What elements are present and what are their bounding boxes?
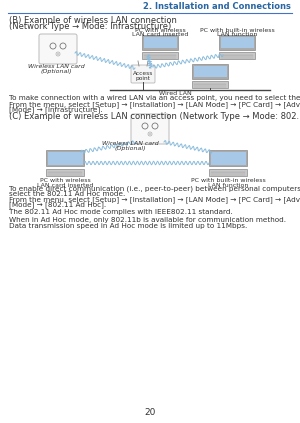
- Text: (C) Example of wireless LAN connection (Network Type → Mode: 802.11 Ad Hoc): (C) Example of wireless LAN connection (…: [9, 112, 300, 121]
- Circle shape: [57, 53, 59, 55]
- Text: Access: Access: [133, 71, 153, 75]
- Text: 20: 20: [144, 408, 156, 417]
- FancyBboxPatch shape: [211, 151, 245, 165]
- FancyBboxPatch shape: [219, 35, 255, 50]
- Text: PC with built-in wireless: PC with built-in wireless: [190, 178, 266, 183]
- Text: Wireless LAN card: Wireless LAN card: [28, 64, 84, 69]
- Text: From the menu, select [Setup] → [Installation] → [LAN Mode] → [PC Card] → [Advan: From the menu, select [Setup] → [Install…: [9, 101, 300, 108]
- Text: From the menu, select [Setup] → [Installation] → [LAN Mode] → [PC Card] → [Advan: From the menu, select [Setup] → [Install…: [9, 196, 300, 203]
- Text: LAN function: LAN function: [217, 32, 257, 37]
- FancyBboxPatch shape: [209, 150, 247, 166]
- Text: 2. Installation and Connections: 2. Installation and Connections: [143, 2, 291, 11]
- Text: PC with built-in wireless: PC with built-in wireless: [200, 28, 274, 33]
- Text: [Mode] → [802.11 Ad Hoc].: [Mode] → [802.11 Ad Hoc].: [9, 201, 106, 208]
- Text: (Network Type → Mode: Infrastructure): (Network Type → Mode: Infrastructure): [9, 22, 171, 31]
- Text: LAN function: LAN function: [208, 183, 248, 188]
- FancyBboxPatch shape: [143, 36, 176, 48]
- Text: LAN card inserted: LAN card inserted: [37, 183, 93, 188]
- FancyBboxPatch shape: [192, 81, 228, 88]
- Text: PC with wireless: PC with wireless: [135, 28, 185, 33]
- Text: When in Ad Hoc mode, only 802.11b is available for communication method.: When in Ad Hoc mode, only 802.11b is ava…: [9, 217, 286, 223]
- FancyBboxPatch shape: [194, 66, 226, 77]
- FancyBboxPatch shape: [39, 34, 77, 64]
- FancyBboxPatch shape: [209, 169, 247, 176]
- Text: (Optional): (Optional): [40, 69, 72, 74]
- Text: To enable direct communication (i.e., peer-to-peer) between personal computers a: To enable direct communication (i.e., pe…: [9, 185, 300, 192]
- Text: Wired LAN: Wired LAN: [159, 91, 191, 96]
- Text: point: point: [136, 75, 150, 80]
- FancyBboxPatch shape: [46, 150, 84, 166]
- FancyBboxPatch shape: [131, 65, 155, 83]
- FancyBboxPatch shape: [219, 52, 255, 59]
- FancyBboxPatch shape: [47, 151, 82, 165]
- Text: [Mode] → [Infrastructure].: [Mode] → [Infrastructure].: [9, 106, 103, 113]
- FancyBboxPatch shape: [46, 169, 84, 176]
- Text: Wireless LAN card: Wireless LAN card: [102, 141, 158, 146]
- Circle shape: [149, 133, 151, 135]
- Text: PC with wireless: PC with wireless: [40, 178, 90, 183]
- Text: Data transmission speed in Ad Hoc mode is limited up to 11Mbps.: Data transmission speed in Ad Hoc mode i…: [9, 222, 247, 228]
- Text: select the 802.11 Ad Hoc mode.: select the 802.11 Ad Hoc mode.: [9, 190, 125, 197]
- Text: The 802.11 Ad Hoc mode complies with IEEE802.11 standard.: The 802.11 Ad Hoc mode complies with IEE…: [9, 209, 233, 215]
- FancyBboxPatch shape: [142, 52, 178, 59]
- FancyBboxPatch shape: [220, 36, 254, 48]
- FancyBboxPatch shape: [131, 114, 169, 144]
- FancyBboxPatch shape: [192, 64, 228, 79]
- Text: (Optional): (Optional): [114, 146, 146, 151]
- FancyBboxPatch shape: [142, 35, 178, 50]
- Text: To make connection with a wired LAN via an access point, you need to select the : To make connection with a wired LAN via …: [9, 95, 300, 101]
- Text: (B) Example of wireless LAN connection: (B) Example of wireless LAN connection: [9, 16, 177, 25]
- Text: LAN card inserted: LAN card inserted: [132, 32, 188, 37]
